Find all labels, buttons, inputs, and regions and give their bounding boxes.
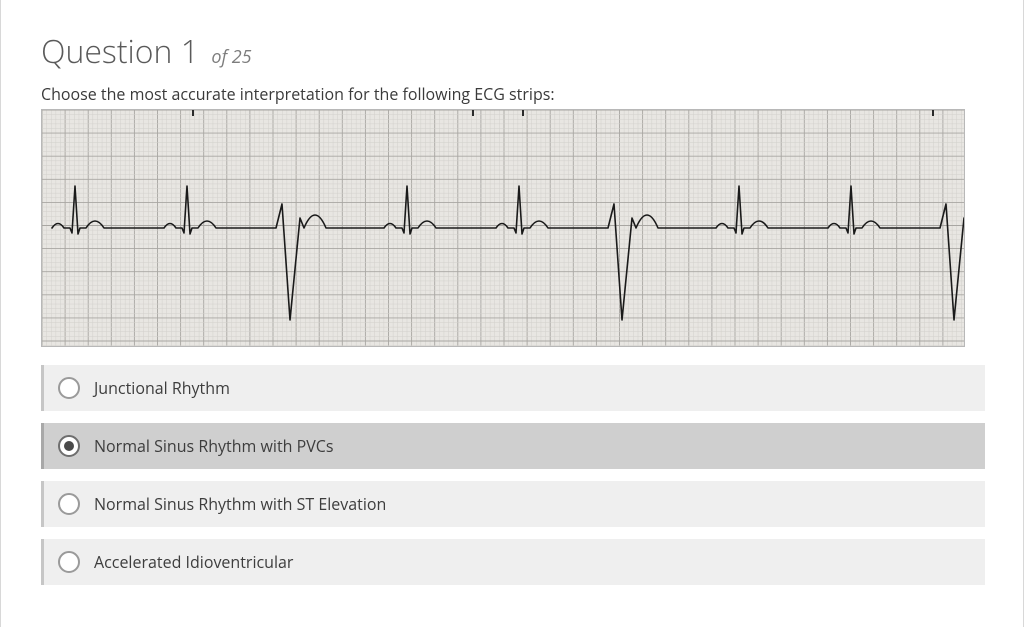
- option-label: Normal Sinus Rhythm with PVCs: [94, 435, 334, 457]
- option-row-2[interactable]: Normal Sinus Rhythm with ST Elevation: [41, 481, 985, 527]
- radio-dot-icon: [64, 441, 74, 451]
- radio-icon[interactable]: [58, 377, 80, 399]
- option-row-1[interactable]: Normal Sinus Rhythm with PVCs: [41, 423, 985, 469]
- radio-icon[interactable]: [58, 435, 80, 457]
- quiz-card: Question 1 of 25 Choose the most accurat…: [0, 0, 1024, 627]
- option-label: Accelerated Idioventricular: [94, 551, 293, 573]
- option-label: Junctional Rhythm: [94, 377, 230, 399]
- question-header: Question 1 of 25: [41, 30, 1005, 73]
- question-prefix: Question: [41, 30, 172, 73]
- ecg-svg: [42, 110, 965, 347]
- question-title: Question 1: [41, 30, 207, 73]
- question-of: of 25: [211, 45, 251, 69]
- question-total: 25: [232, 45, 252, 69]
- option-row-0[interactable]: Junctional Rhythm: [41, 365, 985, 411]
- radio-icon[interactable]: [58, 493, 80, 515]
- radio-icon[interactable]: [58, 551, 80, 573]
- question-prompt: Choose the most accurate interpretation …: [41, 83, 1005, 105]
- of-word: of: [211, 45, 227, 69]
- question-number: 1: [181, 30, 199, 73]
- option-label: Normal Sinus Rhythm with ST Elevation: [94, 493, 386, 515]
- ecg-strip: [41, 109, 965, 347]
- options-list: Junctional Rhythm Normal Sinus Rhythm wit…: [41, 365, 985, 585]
- option-row-3[interactable]: Accelerated Idioventricular: [41, 539, 985, 585]
